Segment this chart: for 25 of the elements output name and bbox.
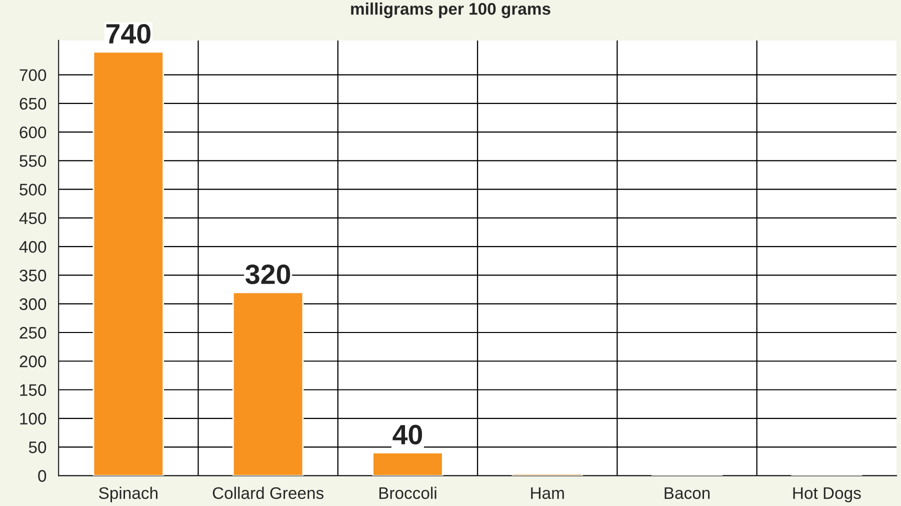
y-tick-label: 0	[38, 470, 46, 482]
y-tick-label: 650	[20, 98, 46, 110]
y-tick-label: 600	[20, 126, 46, 138]
y-tick-label: 300	[20, 298, 46, 310]
y-tick-label: 550	[20, 155, 46, 167]
y-tick-label: 400	[19, 241, 46, 253]
y-tick-label: 500	[20, 184, 46, 196]
x-tick-label: Bacon	[664, 487, 710, 499]
x-tick-label: Spinach	[99, 486, 158, 502]
y-tick-label: 50	[28, 441, 46, 454]
x-tick-label: Hot Dogs	[793, 487, 861, 502]
y-tick-label: 100	[20, 412, 46, 425]
x-tick-label: Ham	[531, 487, 564, 499]
y-tick-label: 250	[20, 326, 46, 339]
x-tick-label: Broccoli	[379, 486, 436, 499]
y-tick-label: 200	[20, 356, 46, 368]
data-label: 40	[392, 424, 422, 444]
y-tick-label: 350	[20, 270, 46, 282]
y-tick-label: 150	[20, 384, 46, 396]
data-label: 320	[246, 264, 290, 284]
y-tick-label: 700	[20, 69, 46, 82]
x-tick-label: Collard Greens	[212, 486, 324, 499]
chart-title: milligrams per 100 grams	[351, 2, 550, 18]
y-tick-label: 450	[19, 212, 46, 224]
data-label: 740	[106, 24, 150, 44]
